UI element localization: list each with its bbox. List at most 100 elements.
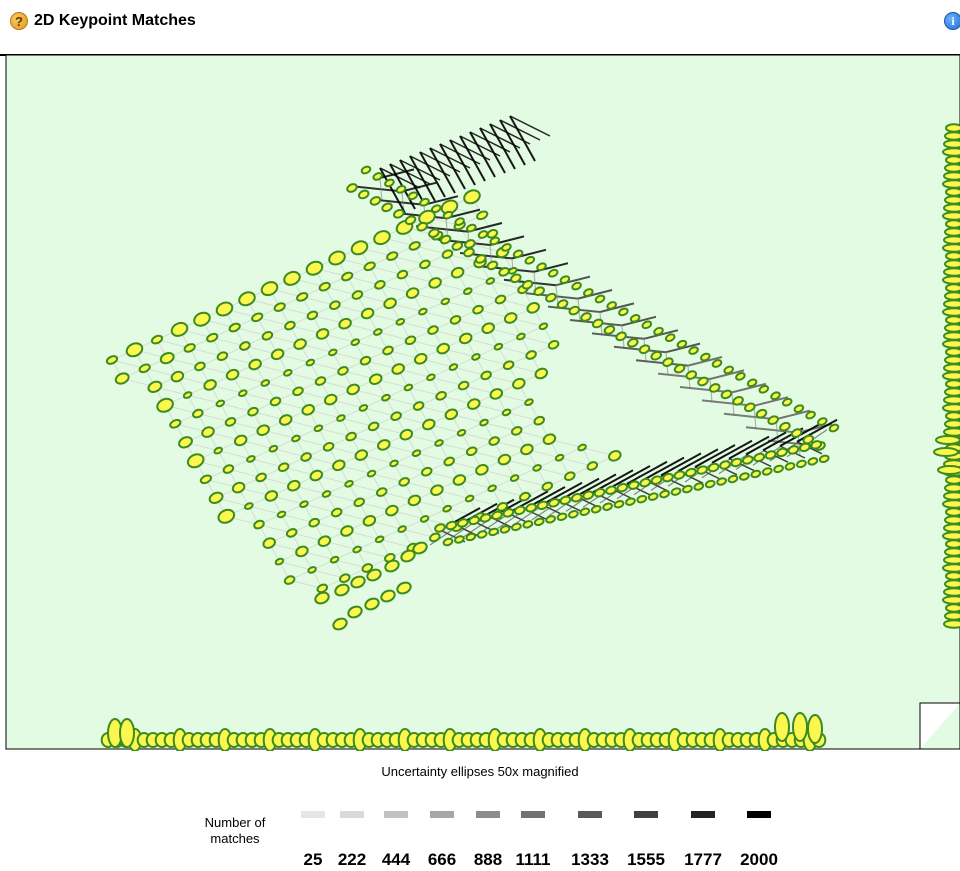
keypoint-ellipse	[253, 519, 265, 530]
keypoint-ellipse	[299, 500, 309, 509]
match-line	[234, 327, 268, 337]
match-line	[483, 422, 517, 432]
keypoint-ellipse	[472, 304, 484, 315]
keypoint-ellipse	[942, 243, 960, 253]
plot-notch	[919, 702, 960, 749]
keypoint-ellipse	[457, 380, 470, 391]
keypoint-ellipse	[696, 465, 709, 475]
match-line	[318, 427, 352, 438]
keypoint-ellipse	[408, 241, 421, 251]
legend-value: 1555	[627, 850, 665, 869]
keypoint-ellipse	[463, 189, 481, 205]
match-line	[400, 321, 434, 331]
keypoint-ellipse	[741, 455, 754, 465]
keypoint-ellipse	[510, 426, 523, 436]
match-line	[475, 356, 509, 366]
keypoint-ellipse	[420, 466, 433, 477]
keypoint-ellipse	[494, 294, 507, 305]
keypoint-ellipse	[700, 352, 711, 362]
keypoint-ellipse	[366, 469, 377, 478]
keypoint-ellipse	[262, 537, 276, 549]
legend-swatch	[384, 811, 408, 818]
legend-swatch	[476, 811, 500, 818]
keypoint-ellipse	[719, 460, 731, 470]
keypoint-ellipse	[943, 299, 960, 309]
keypoint-ellipse	[477, 230, 489, 239]
keypoint-ellipse	[570, 493, 583, 503]
keypoint-ellipse	[217, 508, 236, 524]
keypoint-ellipse	[305, 260, 324, 276]
keypoint-ellipse	[944, 611, 960, 621]
keypoint-ellipse	[385, 504, 399, 517]
keypoint-ellipse	[159, 351, 175, 365]
keypoint-ellipse	[186, 453, 205, 469]
keypoint-ellipse	[359, 355, 372, 366]
keypoint-ellipse	[489, 236, 500, 246]
info-icon[interactable]: i	[944, 12, 960, 30]
match-line	[287, 372, 321, 382]
keypoint-ellipse	[688, 346, 699, 355]
keypoint-ellipse	[372, 172, 383, 181]
keypoint-ellipse	[296, 292, 309, 302]
keypoint-ellipse	[416, 221, 428, 232]
keypoint-ellipse	[650, 350, 662, 361]
keypoint-ellipse	[170, 370, 185, 383]
keypoint-ellipse	[405, 287, 420, 299]
match-line	[509, 115, 536, 162]
keypoint-ellipse	[662, 357, 674, 367]
keypoint-ellipse	[332, 617, 348, 631]
keypoint-ellipse	[773, 464, 784, 474]
help-icon[interactable]: ?	[10, 12, 28, 30]
match-line	[423, 195, 459, 206]
keypoint-ellipse	[943, 331, 960, 341]
keypoint-ellipse	[618, 307, 629, 317]
keypoint-ellipse	[434, 439, 444, 447]
keypoint-ellipse	[730, 457, 743, 468]
keypoint-ellipse	[606, 301, 617, 310]
keypoint-ellipse	[627, 337, 639, 348]
keypoint-ellipse	[474, 254, 487, 264]
keypoint-ellipse	[278, 414, 293, 426]
keypoint-ellipse	[336, 414, 346, 422]
keypoint-ellipse	[792, 712, 808, 742]
keypoint-ellipse	[476, 530, 488, 539]
match-line	[453, 366, 487, 376]
keypoint-ellipse	[577, 443, 587, 452]
keypoint-ellipse	[377, 439, 391, 451]
keypoint-ellipse	[373, 328, 383, 336]
match-line	[281, 513, 315, 524]
keypoint-ellipse	[943, 235, 960, 245]
match-line	[279, 306, 313, 316]
keypoint-ellipse	[945, 251, 960, 261]
match-line	[156, 339, 190, 349]
plot-background	[5, 55, 960, 750]
keypoint-ellipse	[389, 459, 399, 468]
keypoint-ellipse	[512, 377, 526, 390]
keypoint-ellipse	[458, 332, 473, 345]
keypoint-ellipse	[206, 332, 219, 343]
keypoint-ellipse	[547, 268, 559, 278]
keypoint-ellipse	[228, 322, 241, 333]
keypoint-ellipse	[488, 436, 500, 446]
keypoint-ellipse	[354, 449, 369, 461]
match-line	[265, 382, 299, 392]
keypoint-ellipse	[554, 453, 565, 462]
keypoint-ellipse	[248, 358, 262, 371]
keypoint-ellipse	[309, 469, 324, 482]
match-line	[429, 147, 456, 194]
section-header: ? 2D Keypoint Matches	[10, 8, 196, 34]
keypoint-ellipse	[502, 360, 515, 371]
keypoint-ellipse	[664, 333, 676, 343]
keypoint-ellipse	[739, 472, 750, 481]
keypoint-ellipse	[945, 571, 960, 581]
match-line	[711, 439, 753, 464]
keypoint-ellipse	[944, 291, 960, 301]
match-line	[242, 392, 276, 402]
keypoint-ellipse	[744, 402, 756, 413]
keypoint-ellipse	[723, 365, 734, 375]
keypoint-ellipse	[943, 203, 960, 213]
keypoint-ellipse	[559, 275, 571, 284]
match-line	[461, 432, 495, 442]
keypoint-ellipse	[793, 404, 805, 413]
keypoint-ellipse	[499, 525, 511, 534]
